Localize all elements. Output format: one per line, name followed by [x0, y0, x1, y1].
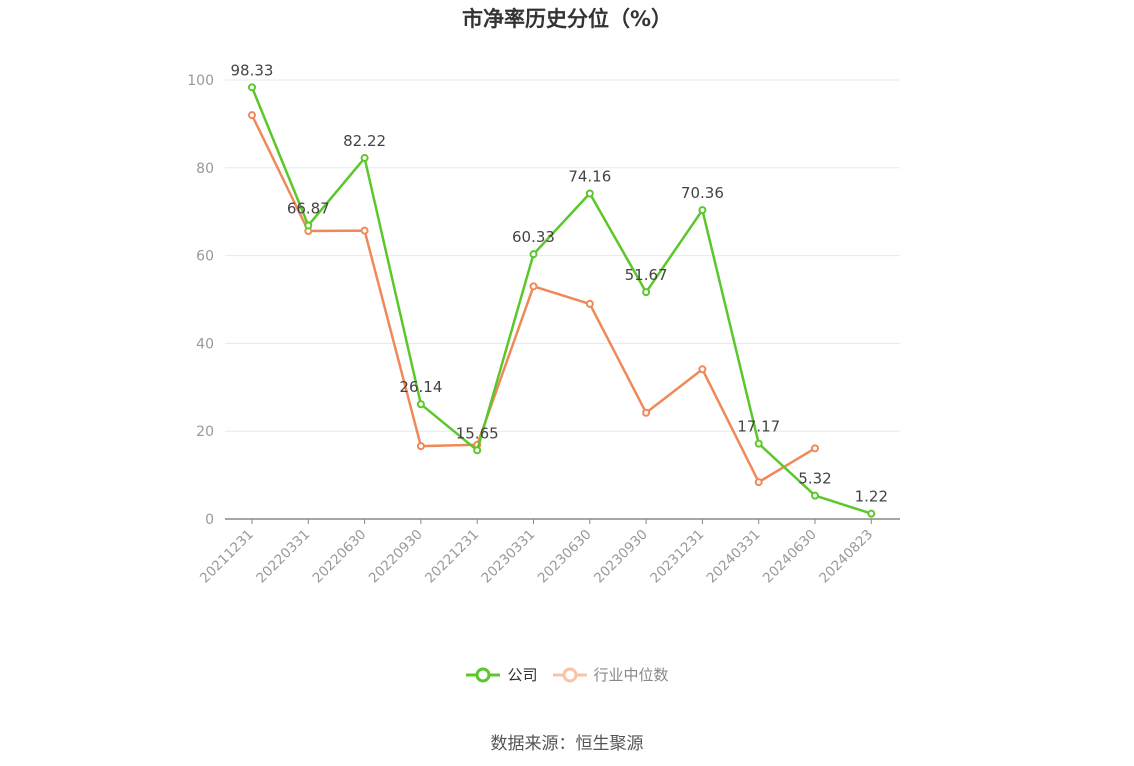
data-point-company — [248, 83, 256, 92]
data-point-company — [529, 250, 538, 259]
legend-company-marker-icon — [466, 667, 501, 682]
data-label: 82.22 — [343, 132, 386, 150]
data-point-industry — [248, 111, 256, 120]
chart-title: 市净率历史分位（%） — [461, 7, 673, 31]
series-lines — [248, 83, 876, 518]
series-line-company — [250, 86, 872, 515]
data-point-industry — [811, 444, 819, 453]
data-label: 66.87 — [287, 199, 330, 217]
x-tick-label: 20231231 — [647, 527, 707, 587]
data-label: 51.67 — [625, 266, 668, 284]
source-note: 数据来源：恒生聚源 — [490, 734, 644, 754]
x-tick-label: 20211231 — [197, 527, 257, 587]
data-point-company — [360, 154, 369, 163]
data-label: 98.33 — [231, 61, 274, 79]
x-tick-label: 20220630 — [310, 527, 370, 587]
data-point-industry — [698, 365, 707, 374]
legend-company-label: 公司 — [507, 666, 538, 684]
data-label: 70.36 — [681, 184, 724, 202]
data-labels: 98.33 66.87 82.22 26.14 15.65 60.33 74.16 51.67… — [231, 61, 888, 505]
x-tick-label: 20230930 — [591, 527, 651, 587]
data-label: 17.17 — [737, 418, 780, 436]
data-point-company — [473, 446, 482, 455]
y-tick-label: 20 — [196, 424, 214, 440]
x-tick-label: 20240630 — [760, 527, 820, 587]
legend-item-industry[interactable]: 行业中位数 — [552, 664, 669, 685]
axes: 0204060801002021123120220331202206302022… — [187, 73, 900, 586]
data-point-industry — [642, 408, 651, 417]
x-tick-label: 20240823 — [816, 527, 876, 587]
y-tick-label: 40 — [196, 336, 214, 352]
x-tick-label: 20220331 — [253, 527, 313, 587]
legend-industry-marker-icon — [552, 667, 587, 682]
data-label: 74.16 — [568, 167, 611, 185]
y-tick-label: 100 — [187, 73, 214, 89]
y-tick-label: 60 — [196, 249, 214, 265]
grid-lines — [225, 79, 900, 432]
x-tick-label: 20240331 — [704, 527, 764, 587]
data-label: 15.65 — [456, 424, 499, 442]
y-tick-label: 80 — [196, 161, 214, 177]
x-tick-label: 20230630 — [535, 527, 595, 587]
data-point-company — [304, 221, 313, 230]
data-point-company — [642, 288, 651, 297]
x-tick-label: 20220930 — [366, 527, 426, 587]
data-point-company — [811, 491, 819, 500]
data-label: 60.33 — [512, 228, 555, 246]
legend: 公司 行业中位数 — [0, 664, 1134, 685]
data-point-company — [698, 206, 707, 215]
data-point-industry — [754, 478, 763, 487]
data-point-industry — [360, 226, 369, 235]
data-point-company — [754, 439, 763, 448]
legend-industry-label: 行业中位数 — [593, 666, 669, 684]
series-line-industry — [250, 114, 816, 484]
data-point-company — [416, 400, 425, 409]
data-label: 5.32 — [798, 470, 831, 488]
y-tick-label: 0 — [205, 512, 214, 528]
data-point-industry — [585, 299, 594, 308]
data-point-company — [585, 189, 594, 198]
data-label: 1.22 — [855, 488, 888, 506]
data-point-industry — [416, 442, 425, 451]
data-point-industry — [529, 282, 538, 291]
data-label: 26.14 — [399, 378, 442, 396]
legend-item-company[interactable]: 公司 — [465, 664, 538, 685]
x-tick-label: 20230331 — [478, 527, 538, 587]
data-point-company — [867, 509, 876, 518]
x-tick-label: 20221231 — [422, 527, 482, 587]
